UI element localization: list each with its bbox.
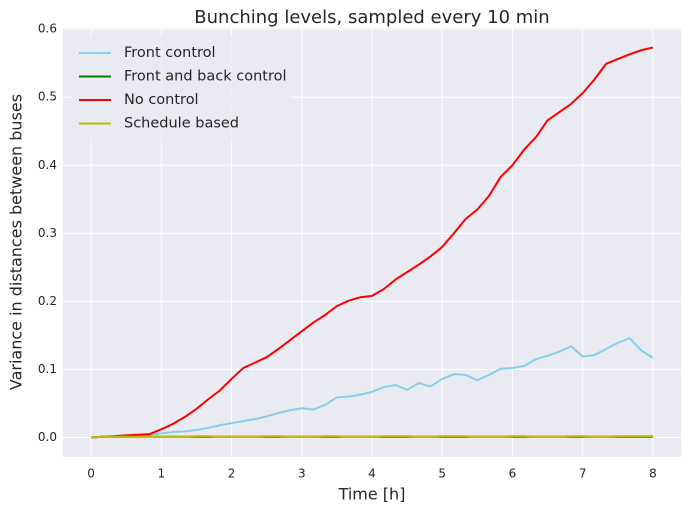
x-tick-label: 0: [87, 467, 95, 481]
x-tick-label: 5: [438, 467, 446, 481]
series-line: [91, 435, 653, 439]
x-tick-label: 6: [509, 467, 517, 481]
x-axis-label: Time [h]: [338, 485, 406, 504]
legend-frame: [71, 36, 291, 142]
y-tick-label: 0.5: [38, 90, 57, 104]
chart-title: Bunching levels, sampled every 10 min: [194, 7, 549, 28]
x-tick-label: 1: [157, 467, 165, 481]
y-axis-label: Variance in distances between buses: [7, 94, 26, 390]
x-tick-label: 3: [298, 467, 306, 481]
y-tick-label: 0.3: [38, 226, 57, 240]
legend: Front control Front and back control No co…: [71, 36, 291, 142]
x-tick-label: 8: [649, 467, 657, 481]
y-tick-label: 0.4: [38, 158, 57, 172]
series-line: [91, 46, 654, 439]
y-tick-label: 0.1: [38, 362, 57, 376]
x-tick-label: 7: [579, 467, 587, 481]
y-tick-label: 0.0: [38, 430, 57, 444]
y-tick-label: 0.2: [38, 294, 57, 308]
legend-label: Front and back control: [124, 69, 287, 85]
x-tick-label: 2: [228, 467, 236, 481]
series-line: [91, 337, 654, 439]
legend-label: No control: [124, 92, 199, 108]
y-tick-label: 0.6: [38, 22, 57, 36]
x-tick-label: 4: [368, 467, 376, 481]
legend-label: Front control: [124, 45, 216, 61]
legend-label: Schedule based: [124, 116, 239, 132]
